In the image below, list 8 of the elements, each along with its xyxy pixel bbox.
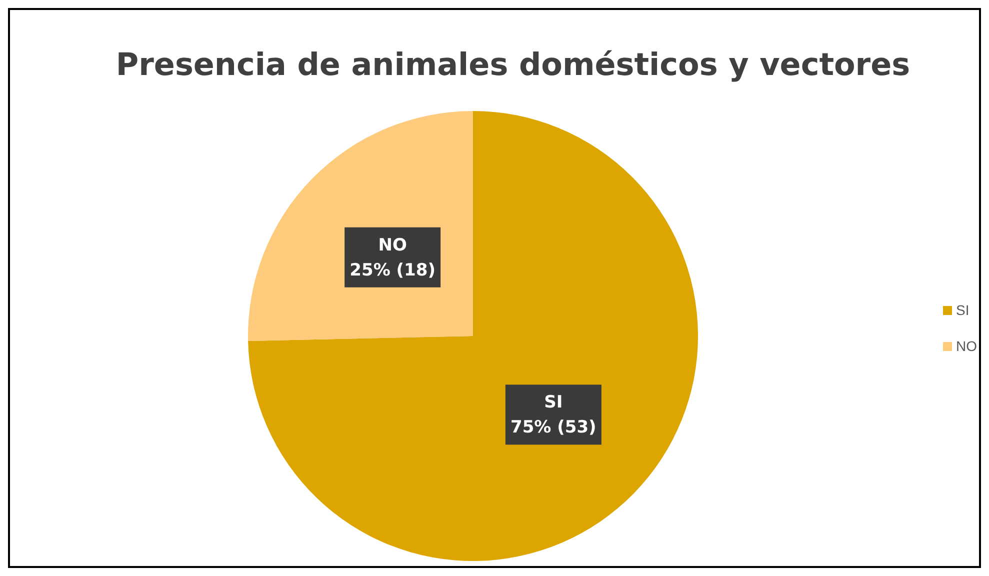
data-label: 25% (18) [350,260,436,280]
chart-title: Presencia de animales domésticos y vectores [116,47,910,83]
slice-label: NO [378,235,407,256]
data-label: 75% (53) [510,418,596,438]
pie-slice [248,111,698,561]
legend-label: SI [956,302,970,318]
legend-label: NO [956,338,978,354]
slice-label: SI [544,392,563,413]
